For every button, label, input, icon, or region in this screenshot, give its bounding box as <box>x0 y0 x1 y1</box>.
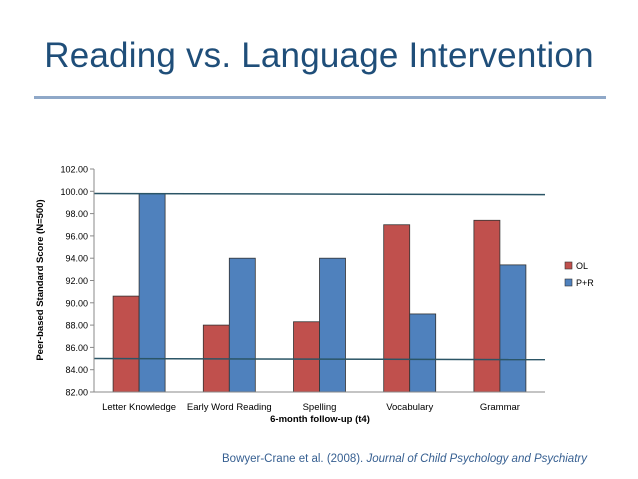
bar-ol-0 <box>112 295 140 393</box>
bar-p-r-4 <box>499 264 527 393</box>
slide-title: Reading vs. Language Intervention <box>44 36 594 75</box>
y-tick-label: 82.00 <box>65 388 88 398</box>
y-tick-label: 90.00 <box>65 298 88 308</box>
bar-p-r-3 <box>409 313 437 393</box>
bar-ol-3 <box>383 224 411 393</box>
citation-journal: Journal of Child Psychology and Psychiat… <box>366 453 587 465</box>
y-tick-label: 98.00 <box>65 209 88 219</box>
y-tick-label: 102.00 <box>60 165 88 175</box>
y-tick-label: 92.00 <box>65 276 88 286</box>
reference-line-1 <box>93 357 546 361</box>
axes <box>93 169 545 393</box>
reference-lines <box>93 192 546 361</box>
legend-swatch <box>564 278 573 287</box>
citation-authors: Bowyer-Crane et al. (2008). <box>222 453 367 465</box>
y-tick-label: 86.00 <box>65 343 88 353</box>
legend-label: P+R <box>576 278 594 288</box>
x-tick-label: Letter Knowledge <box>102 402 176 413</box>
bar-p-r-1 <box>228 257 256 393</box>
y-tick-label: 88.00 <box>65 321 88 331</box>
bar-p-r-2 <box>319 257 346 393</box>
x-tick-label: Early Word Reading <box>187 402 272 413</box>
y-tick-label: 84.00 <box>65 365 88 375</box>
y-tick-label: 100.00 <box>60 187 88 197</box>
reference-line-0 <box>93 192 546 196</box>
y-tick-label: 96.00 <box>65 231 88 241</box>
citation: Bowyer-Crane et al. (2008). Journal of C… <box>222 453 587 465</box>
bar-ol-4 <box>473 219 501 393</box>
legend-label: OL <box>576 261 588 271</box>
title-divider <box>34 96 606 99</box>
bar-series <box>112 193 527 393</box>
y-axis-title: Peer-based Standard Score (N=500) <box>35 199 46 360</box>
y-tick-label: 94.00 <box>65 254 88 264</box>
x-tick-label: Grammar <box>480 402 520 413</box>
bar-p-r-0 <box>138 193 166 393</box>
bar-ol-2 <box>293 321 320 393</box>
legend: OL P+R <box>564 261 594 288</box>
y-axis: 82.00 84.00 86.00 88.00 90.00 92.00 94.00 96.00… <box>60 165 94 398</box>
legend-swatch <box>564 261 573 270</box>
x-tick-label: Vocabulary <box>386 402 433 413</box>
x-axis-title: 6-month follow-up (t4) <box>270 414 370 425</box>
x-axis-labels: Letter Knowledge Early Word Reading Spelli… <box>102 402 520 413</box>
x-tick-label: Spelling <box>303 402 337 413</box>
